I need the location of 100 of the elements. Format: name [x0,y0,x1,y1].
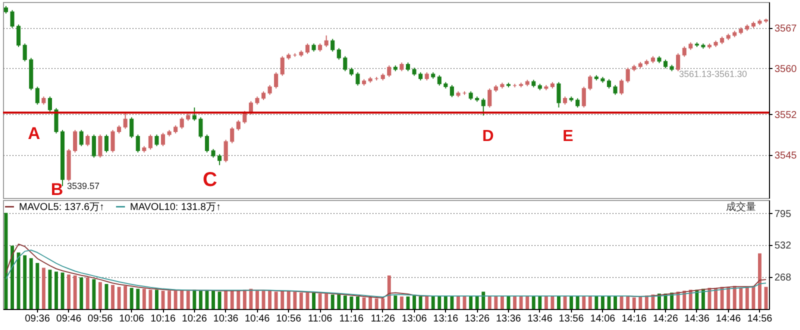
annotation: B [50,180,64,199]
bar [180,290,184,309]
candlestick [387,64,392,78]
bar [570,296,574,309]
legend-label: MAVOL10: 131.8万↑ [130,202,221,213]
candlestick [274,72,278,89]
bar [582,296,586,309]
bar [620,296,624,309]
bar [117,286,121,309]
bar [312,292,316,309]
candlestick [488,88,492,108]
candlestick [330,38,335,52]
bar [86,277,90,309]
bar [343,296,347,309]
candlestick [92,134,96,158]
bar [412,296,416,309]
candlestick [204,134,210,153]
candlestick [437,74,442,86]
bar [80,277,84,309]
candlestick [343,56,348,72]
bar [198,290,202,309]
bar [745,286,749,309]
bar [739,288,743,309]
y-tick-label: 532 [774,240,792,252]
bar [732,286,736,309]
candlestick [54,108,58,134]
bar [324,294,328,309]
bar [513,296,516,309]
candlestick [110,129,115,153]
bar [614,296,617,309]
candlestick [676,52,680,72]
x-tick-label: 09:56 [88,314,114,324]
candlestick [192,106,196,122]
annotation: 成交量 [726,201,756,213]
candlestick [356,72,360,86]
x-tick-label: 10:06 [119,314,145,324]
bar [381,298,385,309]
bar [538,296,542,309]
bar [230,290,234,309]
x-tick-label: 11:26 [370,314,396,324]
bar [544,296,548,309]
x-tick-label: 11:16 [339,314,364,324]
annotation: E [562,128,574,145]
x-tick-label: 10:16 [150,314,176,324]
bar [318,294,322,309]
bar [701,288,705,309]
bar [350,296,354,309]
candlestick [336,48,341,60]
candlestick [123,112,128,130]
x-tick-label: 10:36 [213,314,239,324]
bar [456,296,460,309]
bar [557,296,560,309]
candlestick [613,84,618,96]
bar [186,290,190,309]
bar [695,290,699,309]
candlestick [324,34,328,48]
x-tick-label: 09:46 [56,314,82,324]
legend-label: MAVOL5: 137.6万↑ [19,202,104,213]
bar [54,272,58,309]
bar [600,296,604,309]
candlestick [588,74,592,91]
bar [274,292,278,309]
bar [475,296,479,309]
annotation: A [28,124,40,143]
bar [576,296,580,309]
candlestick [35,86,40,106]
bar [299,292,303,309]
x-tick-label: 14:56 [747,314,773,324]
candlestick [48,96,52,112]
candlestick [626,67,630,84]
bar [98,282,102,309]
bar [488,296,492,309]
bar [450,296,454,309]
y-tick-label: 3545 [774,150,798,162]
candlestick [230,126,234,144]
candlestick [198,116,203,139]
x-tick-label: 10:46 [244,314,270,324]
candlestick [305,43,310,54]
x-tick-label: 14:06 [590,314,616,324]
bar [286,290,290,309]
candlestick [236,120,240,132]
candlestick [79,129,84,147]
candlestick [22,43,27,62]
y-tick-label: 268 [774,272,792,284]
x-tick-label: 13:46 [527,314,553,324]
candlestick [450,84,454,98]
bar [526,296,530,309]
candlestick [98,134,102,158]
candlestick [582,86,586,108]
annotation: 3539.57 [67,181,100,191]
bar [438,296,442,309]
candlestick [224,139,228,163]
x-tick-label: 13:06 [402,314,428,324]
bar [758,253,762,309]
candlestick [73,129,78,153]
bar [444,296,448,309]
bar [638,296,642,309]
x-tick-label: 11:06 [308,314,333,324]
bar [36,262,40,309]
x-tick-label: 14:16 [622,314,648,324]
